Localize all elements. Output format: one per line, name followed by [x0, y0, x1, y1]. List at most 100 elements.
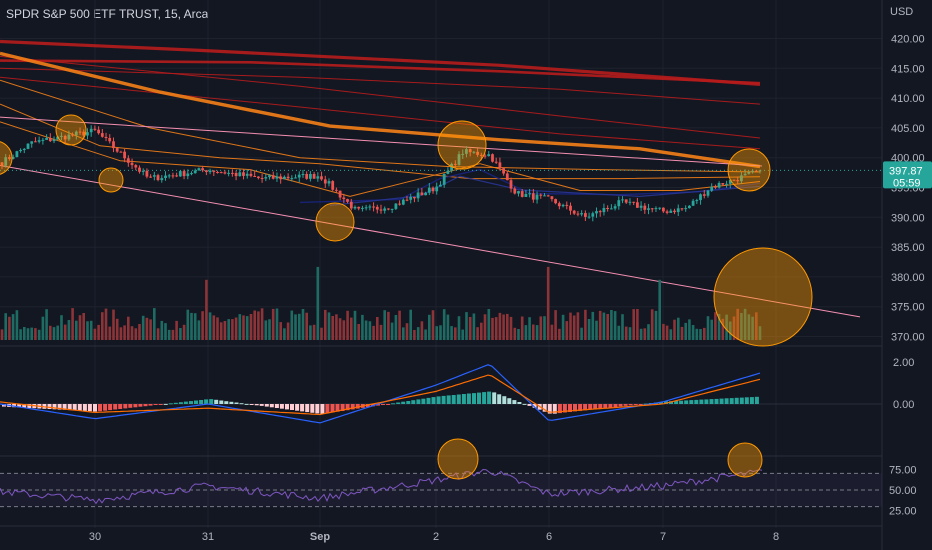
price-tick-label: 405.00 [891, 123, 925, 135]
volume-bar [576, 312, 580, 340]
volume-bar [468, 317, 472, 340]
macd-histogram-bar [482, 392, 487, 404]
macd-histogram-bar [330, 404, 335, 413]
volume-bar [112, 309, 115, 340]
volume-bar [387, 311, 390, 340]
volume-bar [506, 313, 509, 340]
candle-body [717, 183, 721, 188]
volume-bar [127, 316, 130, 340]
candle-body [301, 174, 305, 175]
macd-histogram-bar [658, 401, 663, 404]
volume-bar [729, 321, 732, 340]
volume-bar [420, 321, 424, 340]
volume-bar [602, 312, 606, 340]
candle-body [108, 138, 112, 142]
volume-bar [465, 312, 468, 340]
volume-bar [275, 308, 279, 340]
volume-bar [513, 327, 517, 340]
price-axis-bg [883, 0, 932, 550]
candle-body [453, 163, 457, 165]
volume-bar [153, 308, 156, 340]
volume-bar [673, 319, 676, 340]
candle-body [580, 213, 583, 215]
volume-bar [234, 317, 238, 340]
volume-bar [632, 309, 635, 340]
macd-line [0, 364, 761, 424]
candle-body [0, 162, 4, 166]
volume-bar [160, 320, 164, 340]
volume-bar [134, 328, 138, 340]
candle-body [491, 154, 494, 162]
volume-bar [119, 327, 123, 340]
volume-bar [595, 320, 598, 340]
candle-body [375, 206, 379, 210]
candle-body [242, 172, 245, 176]
candle-body [505, 173, 509, 181]
macd-histogram-bar [214, 399, 219, 404]
candle-body [338, 190, 342, 198]
moving-average-line [0, 76, 761, 150]
volume-bar [71, 308, 74, 340]
volume-bar [45, 309, 48, 340]
candle-body [416, 192, 420, 199]
macd-histogram-bar [411, 400, 416, 404]
candle-body [297, 174, 301, 178]
macd-histogram-bar [386, 404, 391, 405]
candle-body [624, 199, 628, 203]
candle-body [673, 210, 676, 213]
macd-histogram-bar [568, 404, 572, 412]
candle-body [684, 208, 688, 210]
volume-bar [450, 326, 453, 340]
candle-body [539, 194, 543, 196]
candle-body [413, 196, 416, 199]
candle-body [82, 131, 86, 136]
volume-bar [483, 314, 487, 340]
candle-body [286, 176, 290, 179]
candle-body [479, 154, 483, 156]
volume-bar [312, 324, 316, 340]
volume-bar [662, 323, 665, 340]
candle-body [643, 205, 647, 210]
candle-body [732, 179, 736, 181]
candle-body [48, 138, 52, 142]
macd-histogram-bar [557, 404, 562, 414]
candle-body [115, 148, 119, 152]
candle-body [728, 179, 732, 184]
volume-bar [624, 326, 628, 340]
candle-body [71, 134, 74, 136]
candle-body [327, 181, 331, 184]
volume-bar [569, 312, 572, 340]
volume-bar [546, 266, 550, 340]
signal-line [0, 374, 761, 416]
candle-body [654, 208, 658, 210]
volume-bar [78, 315, 82, 340]
macd-histogram-bar [477, 392, 481, 404]
volume-bar [721, 318, 725, 340]
macd-histogram-bar [583, 404, 588, 411]
volume-bar [472, 313, 476, 340]
volume-bar [591, 311, 595, 340]
macd-histogram-bar [158, 404, 163, 405]
volume-bar [439, 325, 442, 340]
candle-body [63, 135, 67, 140]
macd-histogram-bar [552, 404, 557, 414]
volume-bar [82, 313, 85, 340]
volume-bar [658, 279, 661, 340]
chart-title: SPDR S&P 500 ETF TRUST, 15, Arca [6, 7, 208, 21]
time-tick-label: 31 [202, 531, 214, 543]
macd-histogram-bar [128, 404, 133, 408]
macd-tick-label: 2.00 [893, 357, 914, 369]
volume-bar [543, 316, 546, 340]
candle-body [387, 208, 390, 210]
candle-body [264, 177, 268, 179]
volume-bar [684, 322, 687, 340]
highlight-circle [98, 167, 124, 193]
candle-body [19, 150, 22, 152]
candle-body [483, 155, 487, 157]
candle-body [271, 175, 275, 179]
macd-histogram-bar [426, 397, 431, 404]
candle-body [349, 201, 353, 209]
candle-body [167, 175, 171, 177]
